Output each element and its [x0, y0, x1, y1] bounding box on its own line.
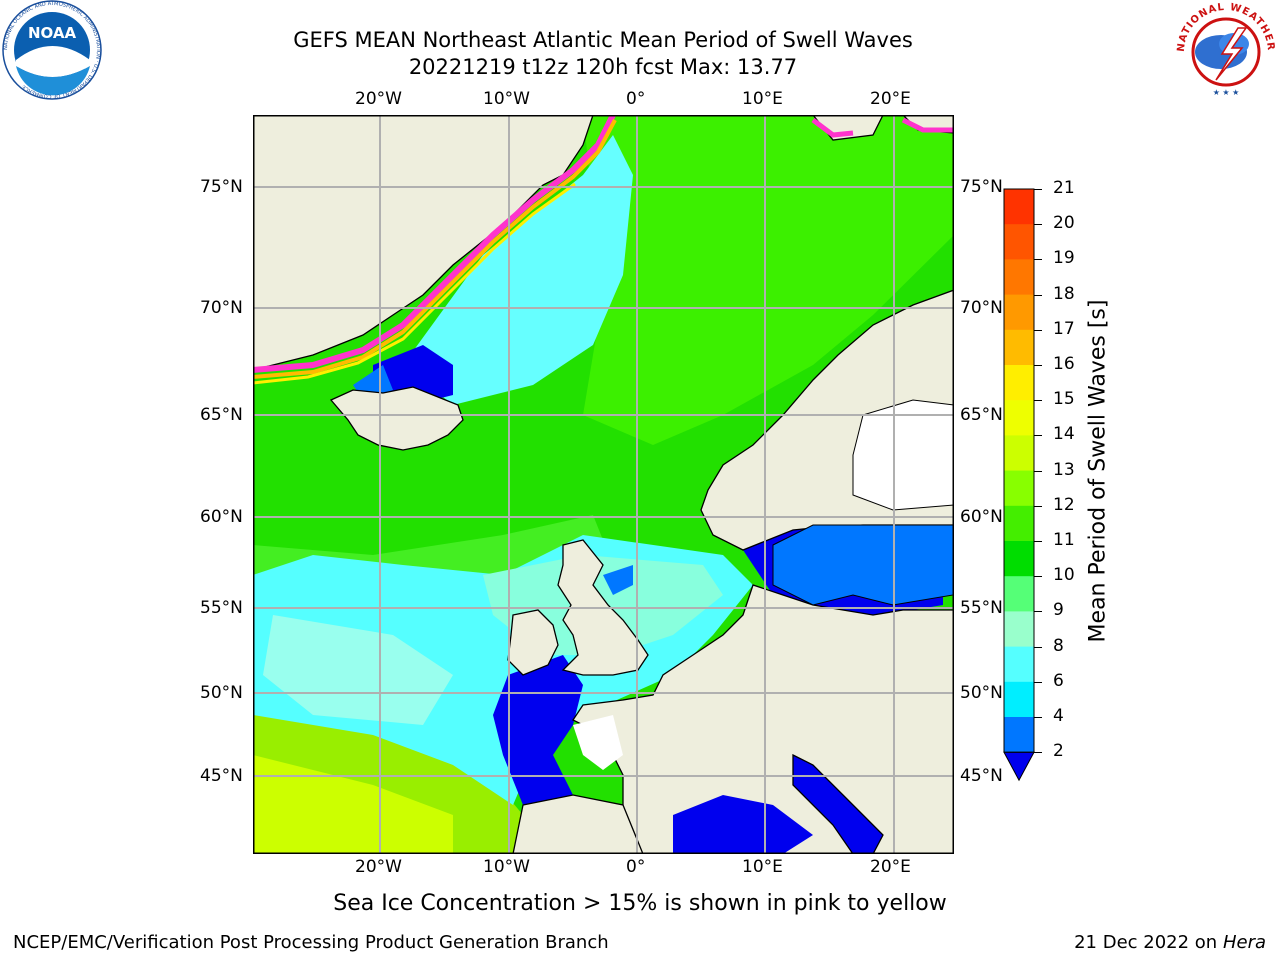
lat-label-right: 75°N	[960, 177, 1003, 197]
colorbar-tick-label: 4	[1053, 706, 1064, 726]
lon-label-bottom: 10°W	[483, 857, 530, 877]
colorbar-tick-label: 16	[1053, 354, 1075, 374]
colorbar-tick	[1034, 365, 1042, 366]
colorbar-band	[1004, 505, 1034, 542]
lon-label-top: 20°W	[355, 89, 402, 109]
colorbar-band	[1004, 611, 1034, 648]
colorbar-band	[1004, 717, 1034, 753]
colorbar-tick	[1034, 224, 1042, 226]
colorbar-band	[1004, 646, 1034, 683]
lat-label-left: 45°N	[200, 766, 243, 786]
footer-branch: NCEP/EMC/Verification Post Processing Pr…	[13, 932, 609, 953]
colorbar-tick-label: 10	[1053, 565, 1075, 586]
lat-label-right: 45°N	[960, 766, 1003, 786]
lon-label-bottom: 10°E	[742, 857, 783, 877]
colorbar-tick	[1034, 646, 1042, 648]
lat-label-right: 60°N	[960, 507, 1003, 527]
lon-label-top: 20°E	[870, 89, 911, 109]
colorbar-band	[1004, 681, 1034, 718]
noaa-logo: NOAA NATIONAL OCEANIC AND ATMOSPHERIC AD…	[2, 0, 102, 100]
colorbar-tick	[1034, 576, 1042, 578]
colorbar-band	[1004, 224, 1034, 260]
footer-date: 21 Dec 2022 on Hera	[1074, 932, 1266, 953]
colorbar-tick	[1034, 294, 1042, 296]
colorbar-tick	[1034, 400, 1042, 402]
stars-icon: ★ ★ ★	[1213, 88, 1240, 97]
lat-label-left: 60°N	[200, 507, 243, 527]
lat-label-right: 50°N	[960, 683, 1003, 703]
colorbar-tick-label: 14	[1053, 424, 1075, 445]
colorbar-tick-label: 9	[1053, 600, 1064, 621]
colorbar-label: Mean Period of Swell Waves [s]	[1085, 299, 1111, 643]
lon-label-bottom: 20°E	[870, 857, 911, 877]
colorbar-tick	[1034, 329, 1042, 331]
lon-label-top: 10°W	[483, 89, 530, 109]
colorbar-tick	[1034, 752, 1042, 754]
footer-date-text: 21 Dec 2022 on	[1074, 932, 1218, 953]
colorbar-tick-label: 19	[1053, 248, 1075, 269]
colorbar-band	[1004, 435, 1034, 472]
colorbar-tick-label: 12	[1053, 494, 1075, 515]
colorbar-band	[1004, 576, 1034, 612]
lat-label-left: 75°N	[200, 177, 243, 197]
colorbar-band	[1004, 400, 1034, 436]
colorbar-tick-label: 17	[1053, 318, 1075, 339]
colorbar-tick	[1034, 470, 1042, 472]
colorbar-band	[1004, 294, 1034, 331]
colorbar-tick-label: 13	[1053, 459, 1075, 480]
graticule	[253, 115, 954, 854]
nws-logo: NATIONAL WEATHER SERVICE ★ ★ ★	[1176, 0, 1275, 99]
colorbar-tick-label: 20	[1053, 213, 1075, 234]
colorbar-tick-label: 15	[1053, 389, 1075, 410]
colorbar-tick	[1034, 717, 1042, 718]
lon-label-bottom: 20°W	[355, 857, 402, 877]
colorbar-tick-label: 2	[1053, 741, 1064, 762]
colorbar-tick	[1034, 681, 1042, 683]
colorbar-tick	[1034, 435, 1042, 437]
colorbar-tick-label: 18	[1053, 283, 1075, 304]
colorbar-band	[1004, 470, 1034, 507]
lat-label-left: 55°N	[200, 598, 243, 618]
colorbar-band	[1004, 329, 1034, 366]
footer-host: Hera	[1222, 932, 1266, 953]
lon-label-top: 0°	[626, 89, 646, 109]
colorbar-tick	[1034, 259, 1042, 261]
lat-label-right: 70°N	[960, 298, 1003, 318]
colorbar-tick	[1034, 189, 1042, 190]
lat-label-left: 70°N	[200, 298, 243, 318]
iberia	[512, 794, 644, 854]
colorbar-band	[1004, 541, 1034, 577]
colorbar	[1003, 188, 1035, 782]
colorbar-tick-label: 8	[1053, 635, 1064, 656]
map-title: GEFS MEAN Northeast Atlantic Mean Period…	[293, 28, 913, 52]
colorbar-tick-label: 11	[1053, 530, 1075, 550]
lat-label-right: 55°N	[960, 598, 1003, 618]
lon-label-top: 10°E	[742, 89, 783, 109]
colorbar-tick	[1034, 611, 1042, 613]
noaa-logo-text: NOAA	[28, 24, 77, 42]
colorbar-band	[1004, 365, 1034, 401]
lat-label-right: 65°N	[960, 405, 1003, 425]
sea-ice-note: Sea Ice Concentration > 15% is shown in …	[333, 891, 947, 916]
lat-label-left: 50°N	[200, 683, 243, 703]
map-panel	[253, 115, 954, 854]
colorbar-tick-label: 6	[1053, 670, 1064, 691]
colorbar-tick	[1034, 505, 1042, 507]
lat-label-left: 65°N	[200, 405, 243, 425]
lon-label-bottom: 0°	[626, 857, 646, 877]
colorbar-band	[1004, 259, 1034, 296]
colorbar-band	[1004, 189, 1034, 225]
map-subtitle: 20221219 t12z 120h fcst Max: 13.77	[408, 55, 798, 79]
colorbar-tick-label: 21	[1053, 178, 1075, 198]
colorbar-tick	[1034, 541, 1042, 542]
iceland	[329, 386, 464, 451]
colorbar-extend-arrow	[1003, 751, 1035, 782]
